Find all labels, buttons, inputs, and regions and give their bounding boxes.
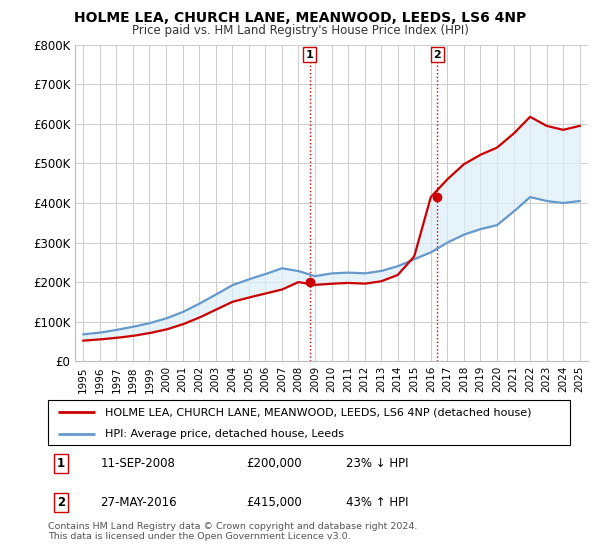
Text: HOLME LEA, CHURCH LANE, MEANWOOD, LEEDS, LS6 4NP: HOLME LEA, CHURCH LANE, MEANWOOD, LEEDS,… — [74, 11, 526, 25]
Text: 1: 1 — [57, 457, 65, 470]
Text: 2: 2 — [434, 49, 441, 59]
Text: Price paid vs. HM Land Registry's House Price Index (HPI): Price paid vs. HM Land Registry's House … — [131, 24, 469, 36]
Text: £415,000: £415,000 — [247, 496, 302, 509]
Text: 23% ↓ HPI: 23% ↓ HPI — [346, 457, 408, 470]
Text: £200,000: £200,000 — [247, 457, 302, 470]
Text: 1: 1 — [306, 49, 314, 59]
Text: 27-MAY-2016: 27-MAY-2016 — [100, 496, 177, 509]
Text: HOLME LEA, CHURCH LANE, MEANWOOD, LEEDS, LS6 4NP (detached house): HOLME LEA, CHURCH LANE, MEANWOOD, LEEDS,… — [106, 407, 532, 417]
Text: HPI: Average price, detached house, Leeds: HPI: Average price, detached house, Leed… — [106, 428, 344, 438]
Text: 11-SEP-2008: 11-SEP-2008 — [100, 457, 175, 470]
Text: 2: 2 — [57, 496, 65, 509]
Text: 43% ↑ HPI: 43% ↑ HPI — [346, 496, 408, 509]
Text: Contains HM Land Registry data © Crown copyright and database right 2024.
This d: Contains HM Land Registry data © Crown c… — [48, 522, 418, 542]
